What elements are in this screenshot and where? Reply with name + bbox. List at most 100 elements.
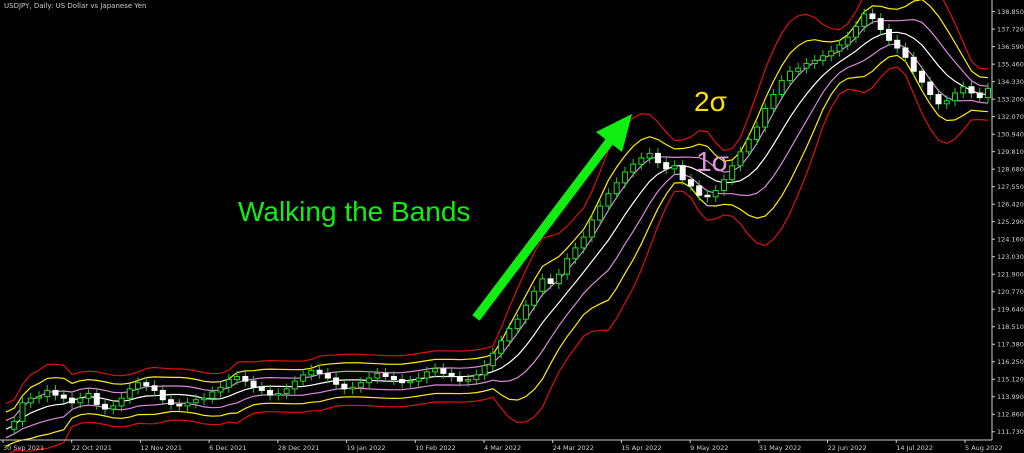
candle-body <box>819 55 826 61</box>
candle-body <box>605 193 612 207</box>
candle-body <box>456 375 463 382</box>
y-tick-label: 128.680 <box>997 165 1024 173</box>
candle-body <box>52 389 59 396</box>
candle-body <box>770 94 777 109</box>
candle-body <box>143 382 150 387</box>
candle-body <box>976 92 983 99</box>
y-tick-label: 135.460 <box>997 60 1024 68</box>
candle-body <box>366 377 373 384</box>
arrow-head <box>596 114 632 152</box>
candle-body <box>176 403 183 407</box>
x-tick-label: 4 Mar 2022 <box>484 444 521 452</box>
candle-body <box>729 165 736 181</box>
candle-body <box>399 379 406 384</box>
y-tick-label: 129.810 <box>997 148 1024 156</box>
candle-body <box>217 386 224 393</box>
x-tick-label: 6 Dec 2021 <box>209 444 246 452</box>
x-tick-label: 15 Apr 2022 <box>621 444 661 452</box>
candle-body <box>44 389 51 398</box>
candle-body <box>481 365 488 376</box>
candle-body <box>985 87 991 99</box>
candle-body <box>547 278 554 285</box>
candle-body <box>613 182 620 195</box>
candle-body <box>300 374 307 382</box>
candle-body <box>19 402 26 422</box>
candle-body <box>390 375 397 381</box>
candle-body <box>927 81 934 96</box>
candle-body <box>679 165 686 181</box>
x-tick-label: 10 Feb 2022 <box>415 444 455 452</box>
x-tick-label: 5 Aug 2022 <box>965 444 1003 452</box>
y-tick-label: 137.720 <box>997 25 1024 33</box>
y-tick-label: 120.770 <box>997 288 1024 296</box>
band-upper-3sigma <box>5 0 989 405</box>
candle-body <box>209 391 216 399</box>
candle-body <box>572 247 579 260</box>
y-tick-label: 111.730 <box>997 428 1024 436</box>
candle-body <box>415 377 422 382</box>
candle-body <box>159 389 166 401</box>
candle-body <box>201 397 208 401</box>
x-tick-label: 19 Jan 2022 <box>347 444 386 452</box>
candle-body <box>506 327 513 342</box>
candle-body <box>192 399 199 404</box>
candle-body <box>440 368 447 374</box>
candle-body <box>745 138 752 153</box>
candle-body <box>85 393 92 399</box>
candle-body <box>308 369 315 376</box>
candle-body <box>250 380 257 388</box>
candle-body <box>151 385 158 391</box>
candle-body <box>811 59 818 65</box>
band-middle-line <box>5 31 989 430</box>
band-upper-1sigma <box>5 18 989 422</box>
candle-body <box>242 375 249 382</box>
candle-body <box>786 70 793 82</box>
chart-title: USDJPY, Daily: US Dollar vs Japanese Yen <box>4 2 147 10</box>
candle-body <box>77 397 84 404</box>
y-tick-label: 113.990 <box>997 393 1024 401</box>
band-lower-2sigma <box>5 54 989 447</box>
candle-body <box>918 70 925 83</box>
candle-body <box>357 382 364 388</box>
x-tick-label: 28 Dec 2021 <box>278 444 320 452</box>
candle-body <box>27 397 34 404</box>
candle-body <box>803 63 810 69</box>
candle-body <box>630 163 637 173</box>
x-tick-label: 24 Mar 2022 <box>553 444 594 452</box>
candle-body <box>498 340 505 354</box>
candle-body <box>852 25 859 38</box>
candle-body <box>885 28 892 41</box>
x-tick-label: 31 May 2022 <box>759 444 801 452</box>
candle-body <box>902 47 909 58</box>
candle-body <box>341 383 348 390</box>
candle-body <box>621 171 628 184</box>
band-lower-3sigma <box>8 66 989 453</box>
candle-body <box>951 92 958 102</box>
y-tick-label: 130.940 <box>997 130 1024 138</box>
candle-body <box>489 352 496 367</box>
candle-body <box>844 36 851 46</box>
candle-body <box>283 388 290 395</box>
candle-body <box>737 151 744 167</box>
band-lower-1sigma <box>5 43 989 439</box>
candle-body <box>795 67 802 72</box>
candle-body <box>894 39 901 49</box>
y-tick-label: 134.330 <box>997 78 1024 86</box>
candle-body <box>522 304 529 320</box>
candle-body <box>126 388 133 399</box>
candle-body <box>407 380 414 384</box>
y-tick-label: 119.640 <box>997 306 1024 314</box>
annotation-2-sigma: 2σ <box>694 86 727 117</box>
candle-body <box>135 382 142 390</box>
candle-body <box>184 402 191 407</box>
y-tick-label: 121.900 <box>997 271 1024 279</box>
candle-body <box>102 403 109 410</box>
candle-body <box>960 86 967 94</box>
candle-body <box>564 258 571 275</box>
y-tick-label: 124.160 <box>997 236 1024 244</box>
annotation-walking-the-bands: Walking the Bands <box>238 196 471 227</box>
x-tick-label: 12 Nov 2021 <box>140 444 182 452</box>
candle-body <box>11 420 18 430</box>
candle-body <box>382 372 389 377</box>
candle-body <box>291 380 298 390</box>
